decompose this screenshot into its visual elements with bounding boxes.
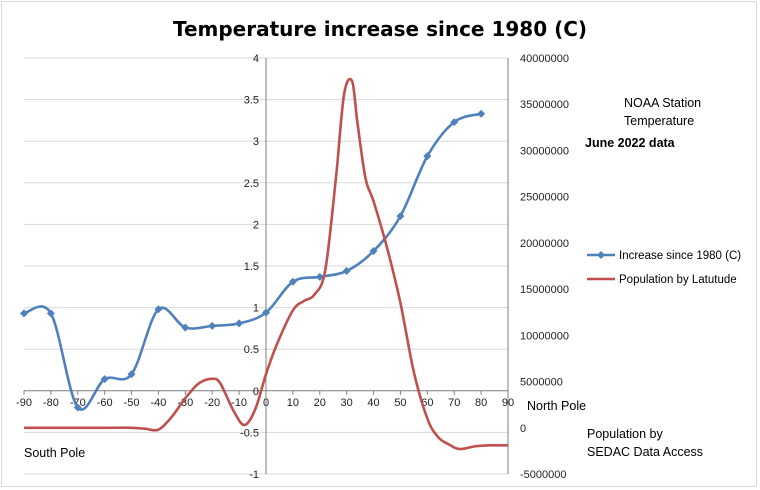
right-tick-label: -5000000 (520, 469, 567, 481)
right-tick-label: 5000000 (520, 377, 563, 389)
temperature-point (342, 266, 351, 275)
axes (23, 58, 509, 474)
station-label-line2: Temperature (624, 114, 694, 128)
temperature-series-line (23, 112, 482, 411)
temperature-point (154, 305, 163, 314)
x-tick-label: 50 (394, 397, 406, 409)
temperature-point (262, 308, 270, 317)
right-tick-label: 25000000 (520, 192, 569, 204)
x-tick-label: -80 (43, 397, 59, 409)
x-tick-label: -50 (124, 397, 140, 409)
x-tick-label: 80 (475, 397, 487, 409)
data-date-label: June 2022 data (585, 136, 676, 150)
x-tick-label: 0 (263, 397, 269, 409)
left-tick-label: 2 (253, 219, 259, 231)
right-tick-label: 30000000 (520, 145, 569, 157)
right-tick-label: 35000000 (520, 99, 569, 111)
temperature-point (100, 375, 109, 384)
left-axis-tick-labels: -1 -0.5 0 0.5 1 1.5 2 2.5 3 3.5 4 (240, 53, 259, 481)
x-axis-tick-labels: -90 -80 -70 -60 -50 -40 -30 -20 -10 0 10 20 30 40 50 60… (16, 397, 514, 409)
left-tick-label: -0.5 (240, 427, 259, 439)
left-tick-label: 4 (253, 53, 259, 65)
population-source-line2: SEDAC Data Access (587, 445, 703, 459)
left-tick-label: 1 (253, 303, 259, 315)
south-pole-label: South Pole (24, 446, 85, 460)
temperature-point (73, 403, 82, 412)
right-tick-label: 10000000 (520, 330, 569, 342)
station-label-line1: NOAA Station (624, 96, 701, 110)
temperature-point (477, 109, 486, 118)
x-tick-label: -40 (150, 397, 166, 409)
legend-label-temperature: Increase since 1980 (C) (619, 250, 741, 262)
left-tick-label: 1.5 (244, 261, 259, 273)
temperature-point (208, 321, 217, 330)
population-series-line (24, 77, 509, 451)
left-tick-label: 2.5 (244, 178, 259, 190)
legend: Increase since 1980 (C) Population by La… (587, 250, 741, 286)
left-tick-label: 3 (253, 136, 259, 148)
legend-marker-temperature (597, 251, 605, 259)
population-source-line1: Population by (587, 427, 664, 441)
temperature-point (369, 247, 378, 256)
series-layer (20, 77, 509, 451)
north-pole-label: North Pole (527, 399, 586, 413)
temperature-point (396, 212, 405, 221)
right-tick-label: 0 (520, 423, 526, 435)
left-tick-label: 3.5 (244, 95, 259, 107)
left-tick-label: 0 (253, 386, 259, 398)
left-tick-label: -1 (249, 469, 259, 481)
temperature-point (288, 277, 297, 286)
left-tick-label: 0.5 (244, 344, 259, 356)
x-tick-label: -10 (231, 397, 247, 409)
right-tick-label: 40000000 (520, 53, 569, 65)
legend-label-population: Population by Latutude (619, 274, 737, 286)
x-tick-label: 40 (367, 397, 379, 409)
x-tick-label: -60 (97, 397, 113, 409)
temperature-point (450, 118, 459, 127)
x-tick-label: 20 (314, 397, 326, 409)
x-tick-label: 10 (287, 397, 299, 409)
temperature-point (315, 272, 324, 281)
x-tick-label: -20 (204, 397, 220, 409)
right-tick-label: 20000000 (520, 238, 569, 250)
x-tick-label: 70 (448, 397, 460, 409)
x-tick-label: -90 (16, 397, 32, 409)
temperature-point (20, 309, 28, 318)
temperature-point (181, 323, 190, 332)
right-axis-tick-labels: -5000000 0 5000000 10000000 15000000 20000000… (520, 53, 569, 481)
chart-title: Temperature increase since 1980 (C) (173, 17, 587, 41)
temperature-point (46, 309, 55, 318)
x-tick-label: 90 (502, 397, 514, 409)
temperature-point (235, 319, 244, 328)
x-tick-label: 30 (341, 397, 353, 409)
right-tick-label: 15000000 (520, 284, 569, 296)
temperature-point (423, 152, 432, 161)
temperature-point (127, 370, 136, 379)
